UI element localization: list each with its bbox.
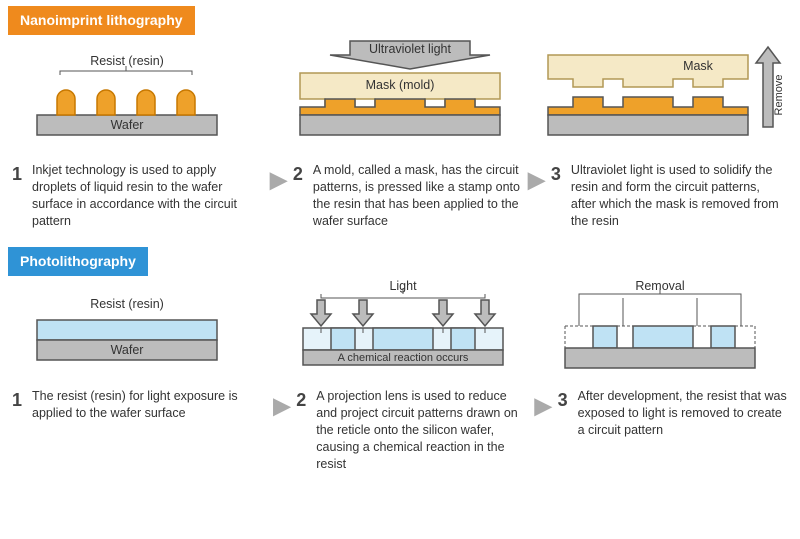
nano-step-3: Mask Remove ▶ 3 Ultraviolet light is use… bbox=[524, 37, 792, 230]
step-text: The resist (resin) for light exposure is… bbox=[32, 388, 265, 422]
resin-droplets bbox=[57, 90, 195, 115]
nano-step-2-svg: Ultraviolet light Mask (mold) bbox=[270, 37, 510, 152]
mask-label: Mask bbox=[683, 59, 714, 73]
chevron-icon: ▶ bbox=[535, 391, 552, 421]
nano-step-2: Ultraviolet light Mask (mold) ▶ 2 A mold… bbox=[266, 37, 524, 230]
photo-step-2-svg: Light bbox=[273, 278, 513, 378]
photo-row: Resist (resin) Wafer 1 The resist (resin… bbox=[0, 278, 800, 472]
step-text: Ultraviolet light is used to solidify th… bbox=[571, 162, 788, 230]
react-label: A chemical reaction occurs bbox=[338, 352, 469, 364]
wafer-label: Wafer bbox=[111, 118, 144, 132]
step-text: Inkjet technology is used to apply dropl… bbox=[32, 162, 262, 230]
chevron-icon: ▶ bbox=[528, 165, 545, 195]
photo-step-2: Light bbox=[269, 278, 530, 472]
nano-step-1: Resist (resin) Wafer 1 Inkjet technology… bbox=[8, 37, 266, 230]
uv-label: Ultraviolet light bbox=[369, 42, 452, 56]
step-num: 1 bbox=[12, 388, 26, 412]
nano-tag: Nanoimprint lithography bbox=[8, 6, 195, 35]
photo-step-1: Resist (resin) Wafer 1 The resist (resin… bbox=[8, 278, 269, 422]
step-num: 2 bbox=[296, 388, 310, 412]
chevron-icon: ▶ bbox=[273, 391, 290, 421]
nano-step-3-svg: Mask Remove bbox=[528, 37, 788, 152]
step-num: 3 bbox=[558, 388, 572, 412]
chevron-icon: ▶ bbox=[270, 165, 287, 195]
photo-tag: Photolithography bbox=[8, 247, 148, 276]
remove-label: Remove bbox=[773, 74, 785, 115]
step-text: A mold, called a mask, has the circuit p… bbox=[313, 162, 520, 230]
resist-label: Resist (resin) bbox=[90, 54, 164, 68]
step-num: 2 bbox=[293, 162, 307, 186]
wafer-label: Wafer bbox=[111, 343, 144, 357]
mask-label: Mask (mold) bbox=[366, 78, 435, 92]
photo-step-3-svg: Removal bbox=[535, 278, 785, 378]
photo-step-3: Removal ▶ 3 After development, bbox=[531, 278, 792, 439]
photo-step-1-svg: Resist (resin) Wafer bbox=[12, 278, 242, 378]
step-text: After development, the resist that was e… bbox=[578, 388, 788, 439]
nano-step-1-svg: Resist (resin) Wafer bbox=[12, 37, 242, 152]
step-text: A projection lens is used to reduce and … bbox=[316, 388, 526, 472]
step-num: 3 bbox=[551, 162, 565, 186]
nano-row: Resist (resin) Wafer 1 Inkjet technology… bbox=[0, 37, 800, 230]
resist-label: Resist (resin) bbox=[90, 297, 164, 311]
step-num: 1 bbox=[12, 162, 26, 186]
light-arrows bbox=[311, 300, 495, 326]
